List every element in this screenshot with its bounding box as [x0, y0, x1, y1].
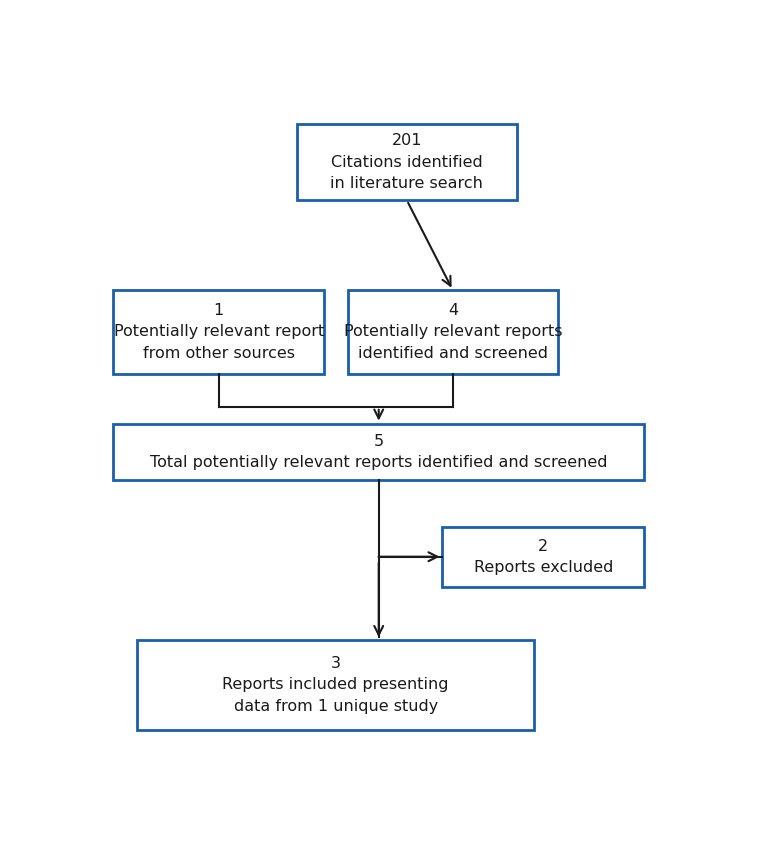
Text: data from 1 unique study: data from 1 unique study	[233, 699, 438, 714]
Text: identified and screened: identified and screened	[358, 346, 548, 361]
Text: from other sources: from other sources	[142, 346, 295, 361]
FancyBboxPatch shape	[442, 527, 644, 586]
Text: Total potentially relevant reports identified and screened: Total potentially relevant reports ident…	[150, 455, 607, 470]
FancyBboxPatch shape	[137, 640, 534, 730]
Text: Potentially relevant report: Potentially relevant report	[113, 324, 324, 339]
Text: 1: 1	[213, 303, 224, 318]
Text: 4: 4	[448, 303, 458, 318]
Text: Reports excluded: Reports excluded	[474, 560, 613, 575]
Text: Citations identified: Citations identified	[331, 155, 483, 170]
FancyBboxPatch shape	[347, 291, 558, 374]
FancyBboxPatch shape	[297, 124, 516, 201]
Text: 201: 201	[392, 133, 422, 148]
Text: 2: 2	[539, 539, 549, 554]
Text: 5: 5	[373, 433, 384, 449]
Text: Potentially relevant reports: Potentially relevant reports	[343, 324, 562, 339]
FancyBboxPatch shape	[113, 291, 324, 374]
Text: Reports included presenting: Reports included presenting	[223, 677, 449, 692]
Text: in literature search: in literature search	[330, 176, 483, 191]
Text: 3: 3	[330, 657, 340, 671]
FancyBboxPatch shape	[113, 424, 644, 480]
